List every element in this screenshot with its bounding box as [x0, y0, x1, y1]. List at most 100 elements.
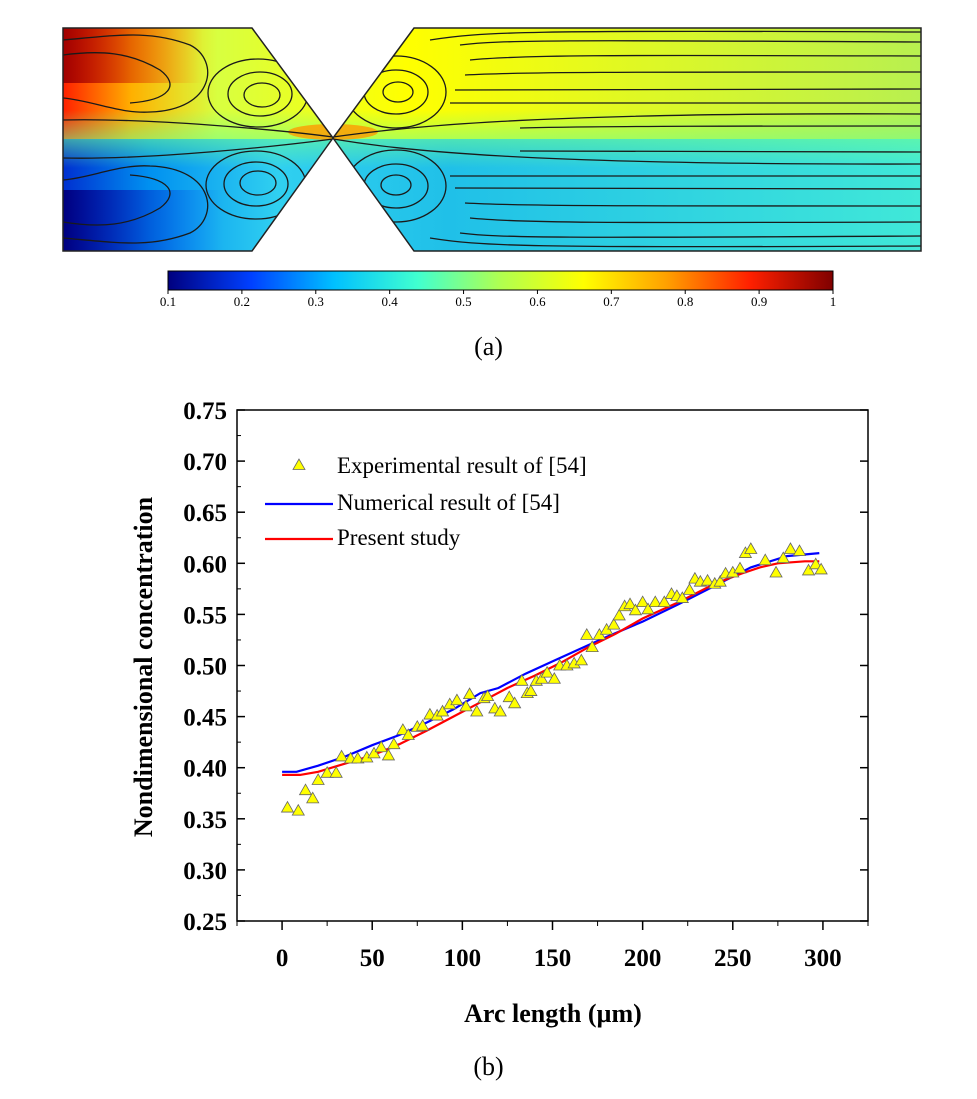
streamlines	[63, 30, 921, 248]
data-point	[396, 723, 410, 735]
data-point	[480, 689, 495, 702]
data-point	[758, 553, 772, 566]
legend-label: Present study	[337, 525, 461, 550]
colorbar-tick-label: 0.6	[529, 294, 546, 309]
data-point	[809, 557, 823, 570]
plot-border	[236, 409, 869, 922]
legend: Experimental result of [54] Numerical res…	[265, 453, 587, 550]
colorbar-ticks: 0.1 0.2 0.3 0.4 0.5 0.6 0.7 0.8 0.9 1	[160, 290, 836, 309]
data-point	[713, 574, 727, 587]
data-point	[320, 766, 334, 778]
legend-swatch	[292, 458, 306, 470]
data-point	[507, 696, 522, 709]
data-point	[607, 617, 621, 630]
y-tick-label: 0.55	[183, 602, 227, 629]
data-point	[311, 773, 325, 785]
colorbar-tick-label: 0.2	[234, 294, 250, 309]
data-point	[298, 783, 313, 796]
colorbar-tick-label: 0.3	[308, 294, 324, 309]
data-point	[401, 728, 415, 740]
plot-series	[280, 542, 828, 816]
colorbar-tick-label: 1	[830, 294, 837, 309]
data-point	[540, 665, 554, 678]
x-tick-label: 250	[714, 945, 752, 972]
y-tick-label: 0.60	[183, 551, 227, 578]
x-tick-label: 300	[804, 945, 842, 972]
legend-label: Numerical result of [54]	[337, 490, 560, 515]
data-point	[459, 699, 473, 712]
data-point	[769, 565, 783, 578]
x-tick-label: 50	[360, 945, 385, 972]
plot-frame	[236, 409, 869, 922]
data-point	[792, 544, 807, 556]
x-axis-label: Arc length (µm)	[464, 999, 642, 1028]
y-tick-label: 0.35	[183, 807, 227, 834]
data-point	[534, 671, 549, 684]
data-point	[744, 542, 758, 554]
y-tick-label: 0.45	[183, 705, 227, 732]
data-point	[783, 542, 798, 554]
data-point	[291, 803, 305, 816]
x-tick-label: 150	[534, 945, 572, 972]
colorbar-tick-label: 0.7	[603, 294, 620, 309]
data-point	[502, 690, 516, 703]
data-point	[648, 595, 662, 608]
x-tick-label: 200	[624, 945, 662, 972]
data-point	[574, 653, 589, 666]
y-tick-label: 0.65	[183, 500, 227, 527]
data-point	[623, 597, 637, 610]
data-point	[329, 766, 343, 778]
series-line	[282, 560, 820, 776]
data-point	[450, 693, 464, 706]
data-point	[628, 603, 643, 616]
data-point	[334, 749, 349, 762]
data-point	[515, 674, 529, 686]
data-point	[635, 595, 650, 608]
data-point	[675, 591, 689, 603]
colorbar-tick-label: 0.5	[455, 294, 471, 309]
colorbar-gradient	[167, 270, 834, 291]
data-point	[306, 791, 320, 804]
data-point	[776, 551, 790, 564]
y-tick-label: 0.50	[183, 654, 227, 681]
data-point	[351, 751, 365, 764]
colorbar-tick-label: 0.8	[677, 294, 693, 309]
colorbar-tick-label: 0.4	[382, 294, 399, 309]
y-axis-label: Nondimensional concentration	[129, 496, 158, 837]
data-point	[374, 740, 388, 753]
panel-label-b: (b)	[473, 1052, 504, 1081]
data-point	[524, 684, 538, 696]
data-point	[470, 704, 484, 717]
y-tick-label: 0.25	[183, 909, 227, 936]
colorbar-tick-label: 0.1	[160, 294, 176, 309]
contour-figure: 0.1 0.2 0.3 0.4 0.5 0.6 0.7 0.8 0.9 1	[62, 27, 922, 309]
data-point	[580, 628, 594, 640]
data-point	[280, 800, 295, 813]
data-point	[700, 573, 715, 586]
data-point	[367, 746, 381, 759]
colorbar: 0.1 0.2 0.3 0.4 0.5 0.6 0.7 0.8 0.9 1	[160, 270, 836, 309]
y-tick-label: 0.40	[183, 756, 227, 783]
data-point	[682, 583, 697, 595]
data-point	[612, 608, 626, 621]
data-point	[435, 704, 450, 717]
data-point	[416, 718, 430, 731]
y-tick-label: 0.30	[183, 858, 227, 885]
data-point	[387, 737, 401, 750]
data-point	[462, 687, 477, 700]
panel-label-a: (a)	[474, 332, 503, 361]
x-tick-label: 100	[444, 945, 482, 972]
data-point	[493, 704, 507, 717]
y-tick-label: 0.70	[183, 449, 227, 476]
data-point	[657, 595, 671, 608]
data-point	[547, 671, 561, 684]
x-tick-label: 0	[276, 945, 289, 972]
data-point	[733, 561, 747, 574]
concentration-field	[63, 28, 921, 251]
legend-label: Experimental result of [54]	[337, 453, 587, 478]
data-point	[381, 748, 396, 761]
series-line	[282, 552, 820, 773]
data-point	[585, 640, 599, 653]
concentration-chart: 0.25 0.30 0.35 0.40 0.45 0.50 0.55 0.60 0.65 0.70…	[129, 398, 869, 1028]
colorbar-tick-label: 0.9	[751, 294, 767, 309]
